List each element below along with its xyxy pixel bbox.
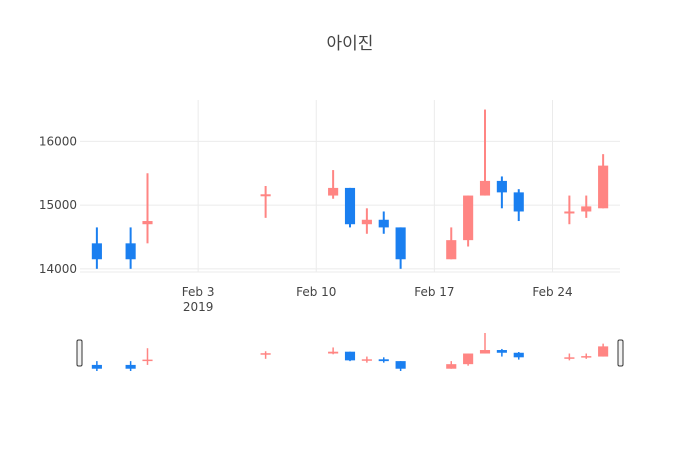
candle <box>446 227 457 260</box>
slider-candle-body <box>91 364 102 369</box>
candle-body <box>260 194 271 197</box>
slider-candle-body <box>328 351 339 354</box>
slider-candle <box>91 361 102 371</box>
slider-candle <box>328 347 339 355</box>
slider-candle <box>260 351 271 359</box>
gridlines <box>80 100 620 273</box>
slider-candle-body <box>446 364 457 369</box>
slider-candle-body <box>463 353 474 365</box>
slider-candle-body <box>344 351 356 361</box>
candle-body <box>598 165 609 209</box>
candle-body <box>513 192 524 212</box>
slider-candle-body <box>564 357 575 359</box>
candle-body <box>564 211 575 214</box>
candle-body <box>142 221 153 225</box>
y-tick-label: 14000 <box>39 262 77 276</box>
candle-body <box>328 187 339 196</box>
candle-body <box>378 219 389 228</box>
candle-body <box>344 187 356 225</box>
slider-candle <box>125 361 136 371</box>
candle-body <box>91 243 102 260</box>
slider-candle-body <box>125 364 136 369</box>
chart-title: 아이진 <box>327 34 374 54</box>
slider-candle <box>395 361 406 371</box>
y-axis: 14000 15000 16000 <box>39 134 77 275</box>
slider-candle-body <box>598 346 609 357</box>
slider-candle <box>564 353 575 361</box>
slider-candle-body <box>395 361 406 369</box>
range-slider[interactable] <box>76 333 624 371</box>
slider-candle-body <box>581 356 592 358</box>
slider-candle-body <box>479 350 491 354</box>
x-tick-label: Feb 17 <box>414 285 454 299</box>
candle <box>513 189 524 222</box>
candle <box>378 211 389 234</box>
y-tick-label: 15000 <box>39 198 77 212</box>
candle <box>463 195 474 247</box>
candles <box>91 109 609 269</box>
candle-body <box>463 195 474 241</box>
candle-body <box>496 180 507 193</box>
y-tick-label: 16000 <box>39 134 77 148</box>
candle <box>91 227 102 269</box>
candle <box>361 208 372 234</box>
slider-candle <box>361 356 372 363</box>
candle <box>344 187 356 228</box>
slider-candle-body <box>260 353 271 355</box>
range-slider-right-handle[interactable] <box>617 339 624 367</box>
candle <box>328 170 339 199</box>
candle-body <box>479 180 491 196</box>
x-tick-label: Feb 24 <box>532 285 572 299</box>
slider-candle-body <box>142 359 153 362</box>
candle <box>479 109 491 196</box>
candle-body <box>361 219 372 225</box>
range-slider-left-handle[interactable] <box>76 339 83 367</box>
x-tick-label: Feb 10 <box>296 285 336 299</box>
candle <box>395 227 406 269</box>
slider-candle <box>142 348 153 365</box>
slider-candle-body <box>513 352 524 358</box>
candle <box>598 154 609 209</box>
candle-body <box>581 206 592 212</box>
candle-body <box>395 227 406 260</box>
candle-body <box>446 240 457 260</box>
slider-candle <box>496 348 507 357</box>
slider-candle <box>446 361 457 369</box>
slider-candle <box>344 351 356 362</box>
candle <box>581 195 592 218</box>
slider-candle <box>378 357 389 363</box>
x-tick-year-label: 2019 <box>183 300 214 314</box>
slider-candle-body <box>378 359 389 362</box>
slider-candle-body <box>361 359 372 361</box>
slider-candle <box>598 343 609 357</box>
slider-candle <box>479 333 491 354</box>
candle <box>125 227 136 269</box>
candle-body <box>125 243 136 260</box>
candle <box>496 176 507 209</box>
slider-candle <box>581 353 592 359</box>
candle <box>260 186 271 218</box>
slider-candle <box>463 353 474 366</box>
x-tick-label: Feb 3 <box>182 285 215 299</box>
candle <box>142 173 153 244</box>
slider-candle <box>513 352 524 360</box>
slider-candle-body <box>496 350 507 353</box>
candle <box>564 195 575 225</box>
